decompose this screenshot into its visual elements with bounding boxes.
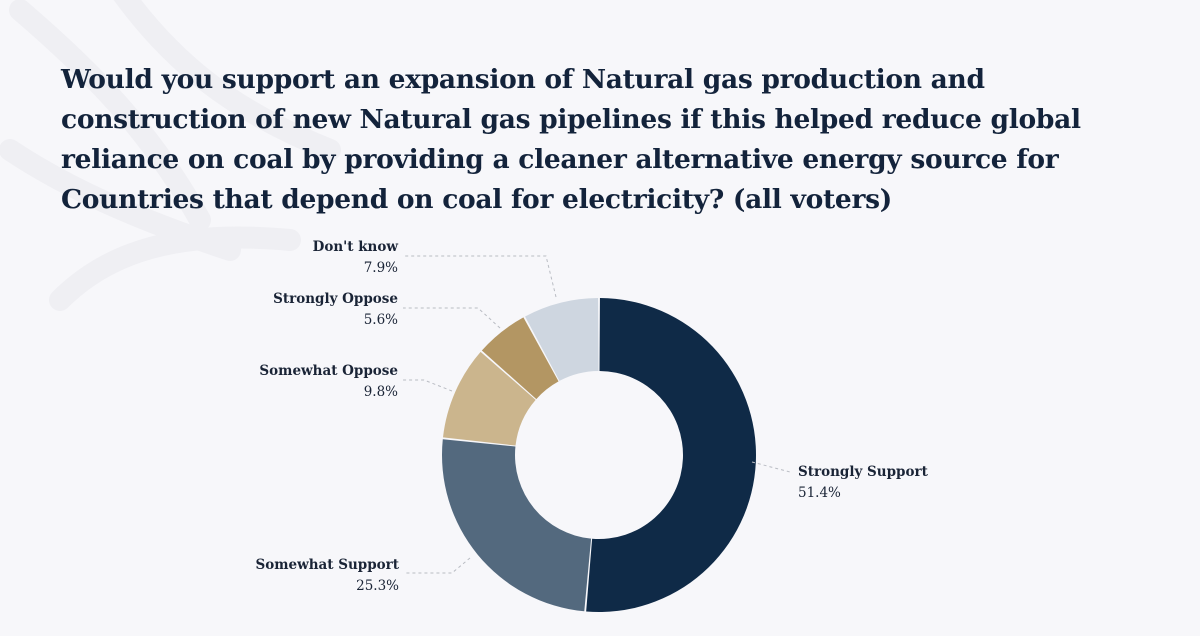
- slice-somewhat-support[interactable]: [441, 439, 592, 612]
- slice-label: Somewhat Oppose: [259, 363, 398, 379]
- slice-label: Somewhat Support: [255, 557, 399, 573]
- leader-line: [751, 461, 791, 473]
- slice-label: Don't know: [313, 239, 399, 255]
- leader-line: [403, 307, 501, 329]
- slice-value-label: 9.8%: [364, 384, 398, 400]
- slice-labels: Strongly Support 51.4% Somewhat Support 25.…: [255, 239, 928, 594]
- slice-don-t-know[interactable]: [525, 298, 599, 381]
- slice-somewhat-oppose[interactable]: [442, 351, 536, 446]
- slice-label: Strongly Oppose: [273, 291, 398, 307]
- slice-strongly-oppose[interactable]: [481, 317, 559, 400]
- leader-line: [404, 557, 471, 574]
- leader-lines: [402, 255, 791, 574]
- slice-value-label: 51.4%: [798, 485, 841, 501]
- slice-label: Strongly Support: [798, 464, 929, 480]
- slice-value-label: 25.3%: [356, 578, 399, 594]
- chart-title: Would you support an expansion of Natura…: [61, 64, 1081, 215]
- slice-strongly-support[interactable]: [586, 298, 757, 612]
- leader-line: [402, 379, 453, 392]
- leader-line: [403, 255, 557, 298]
- slice-value-label: 7.9%: [364, 260, 398, 276]
- donut-slices: [441, 298, 757, 612]
- slice-value-label: 5.6%: [364, 312, 398, 328]
- background-watermark: [0, 0, 341, 311]
